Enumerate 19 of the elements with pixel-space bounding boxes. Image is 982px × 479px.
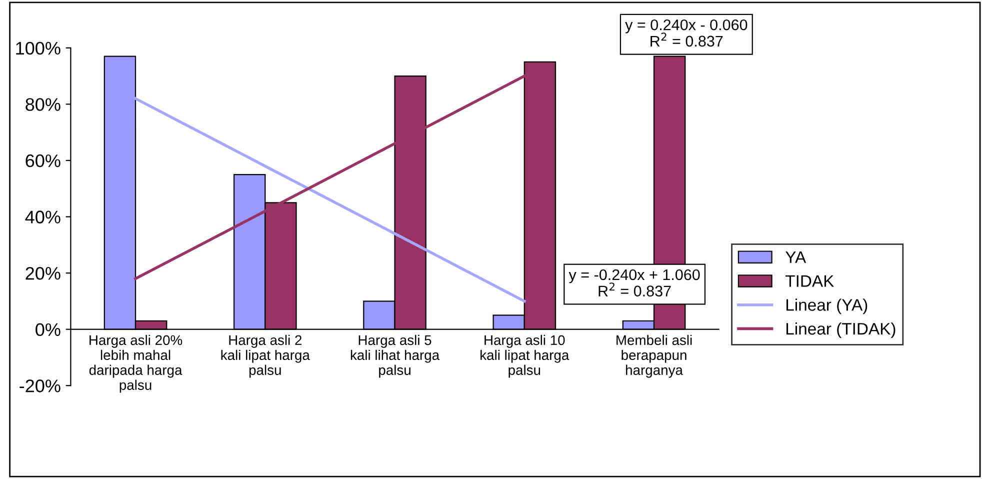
y-tick-label: 20% (26, 266, 60, 280)
annotation: y = -0.240x + 1.060 R$^{2}$ = 0.837 (568, 269, 700, 296)
legend-label: Linear (YA) (786, 298, 868, 314)
x-tick-label: Harga asli 2 kali lipat harga palsu (221, 334, 310, 378)
legend-label: Linear (TIDAK) (786, 322, 896, 338)
x-tick-label: Harga asli 5 kali lihat harga palsu (350, 334, 440, 378)
legend-label: TIDAK (785, 275, 834, 287)
x-tick-label: Membeli asli berapapun harganya (616, 334, 692, 378)
y-tick-label: 40% (25, 210, 60, 224)
y-tick-label: 60% (26, 154, 60, 168)
x-tick-label: Harga asli 10 kali lipat harga palsu (480, 334, 570, 378)
x-tick-label: Harga asli 20% lebih mahal daripada harga palsu (89, 334, 182, 393)
legend-label: YA (785, 251, 806, 263)
y-tick-label: 0% (36, 323, 60, 336)
text: y = 0.240x - 0.060 R$^{2}$ = 0.837 (625, 19, 748, 47)
y-tick-label: 100% (16, 42, 60, 55)
y-tick-label: 80% (26, 98, 60, 111)
line-series (134, 97, 526, 303)
y-tick-label: -20% (20, 380, 60, 392)
